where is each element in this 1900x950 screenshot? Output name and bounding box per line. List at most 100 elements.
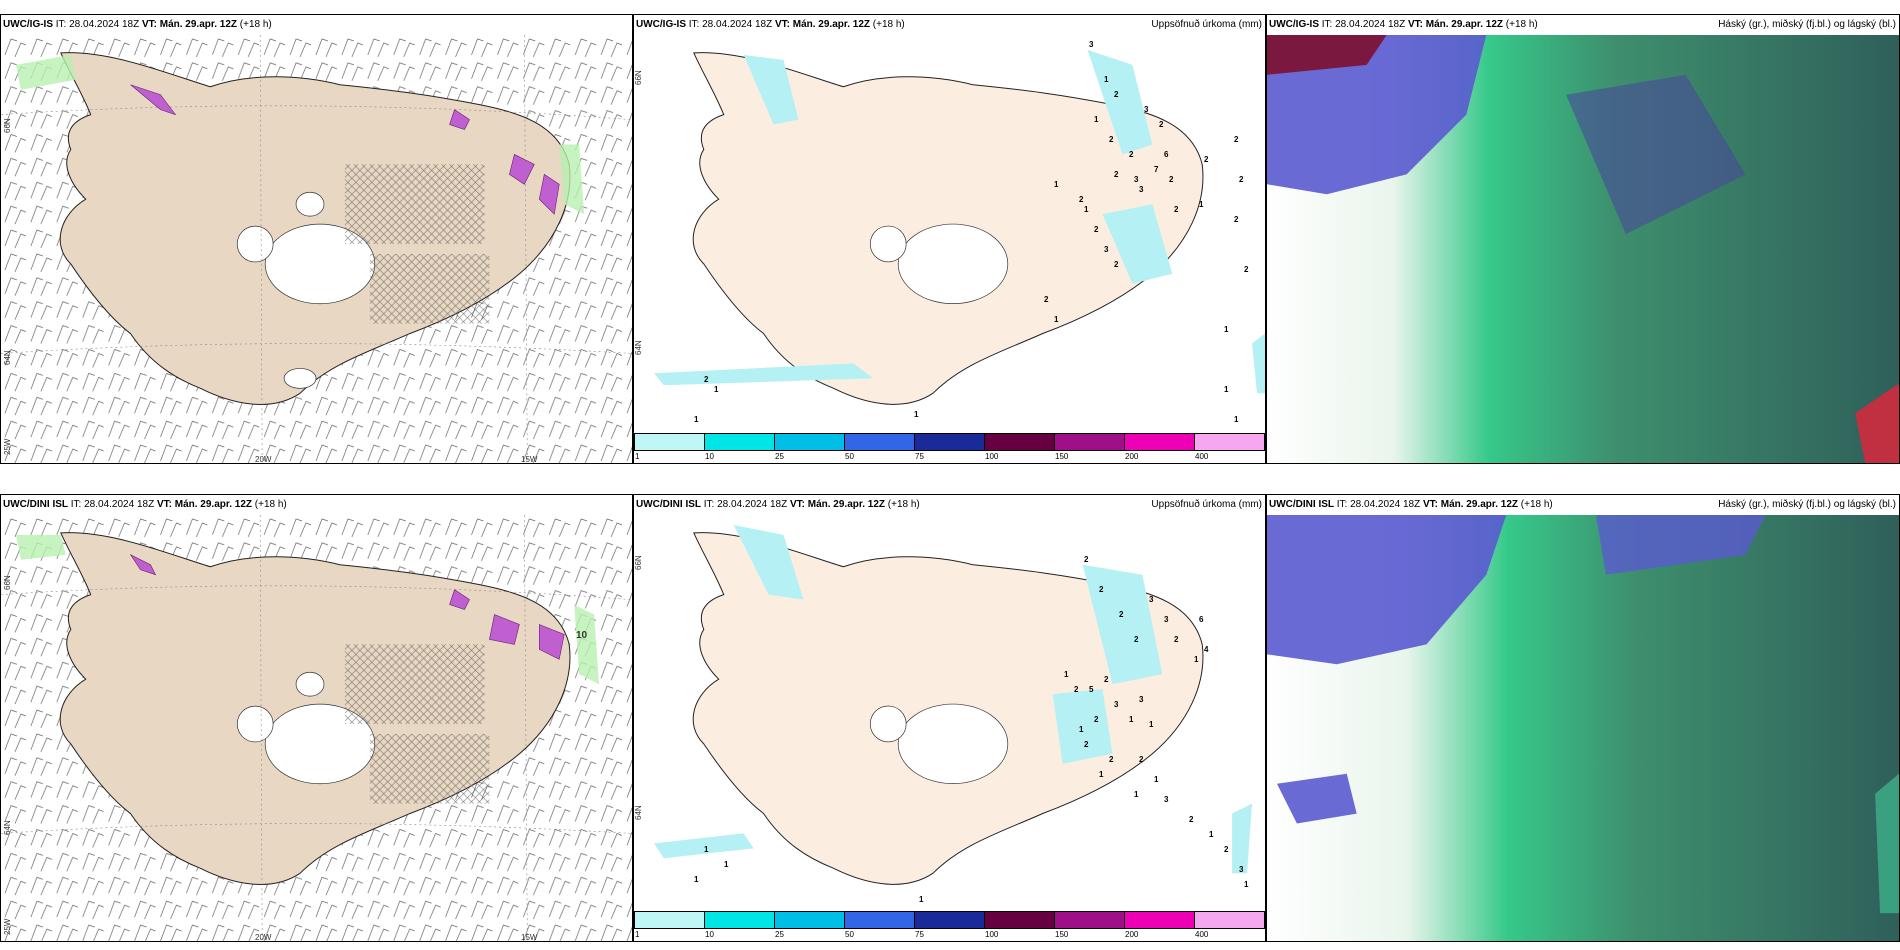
precip-value-label: 6	[1164, 150, 1169, 159]
panel-header: UWC/DINI ISL IT: 28.04.2024 18Z VT: Mán.…	[1269, 499, 1553, 510]
lon-label-15w: 15W	[521, 455, 538, 464]
wind-map	[1, 35, 632, 463]
colorbar-cell	[1125, 912, 1195, 928]
precip-value-label: 2	[1119, 610, 1124, 619]
panel-title: Háský (gr.), miðský (fj.bl.) og lágský (…	[1718, 499, 1896, 510]
precip-value-label: 2	[1134, 635, 1139, 644]
gust-label: 10	[576, 630, 588, 641]
wind-map-svg	[1, 515, 632, 941]
precip-value-label: 3	[1104, 245, 1109, 254]
precip-value-label: 7	[1154, 165, 1159, 174]
precip-value-label: 1	[1149, 720, 1154, 729]
precip-value-label: 1	[1224, 385, 1229, 394]
precip-map-svg	[653, 524, 1253, 885]
precip-value-label: 3	[1164, 615, 1169, 624]
precip-value-label: 1	[1234, 415, 1239, 424]
colorbar-label: 150	[1055, 930, 1069, 939]
precip-value-label: 1	[1224, 325, 1229, 334]
cloud-map	[1267, 35, 1899, 463]
precip-value-label: 2	[1224, 845, 1229, 854]
precip-value-label: 1	[1194, 655, 1199, 664]
lat-label-64: 64N	[634, 340, 643, 355]
lat-label-64: 64N	[3, 350, 12, 365]
precip-value-label: 2	[1114, 260, 1119, 269]
precip-value-label: 1	[1134, 790, 1139, 799]
colorbar-label: 100	[985, 452, 999, 461]
lat-label-64: 64N	[634, 805, 643, 820]
colorbar-cell	[1195, 434, 1264, 450]
precip-value-label: 3	[1239, 865, 1244, 874]
precip-value-label: 2	[1129, 150, 1134, 159]
lon-label-25w: 25W	[3, 918, 12, 935]
precip-value-label: 1	[1054, 180, 1059, 189]
precip-value-label: 5	[1089, 685, 1094, 694]
wind-panel-top: UWC/IG-IS IT: 28.04.2024 18Z VT: Mán. 29…	[0, 14, 633, 464]
precip-value-label: 2	[1239, 175, 1244, 184]
precip-value-label: 1	[1104, 75, 1109, 84]
lat-label-64: 64N	[3, 820, 12, 835]
precip-value-label: 6	[1199, 615, 1204, 624]
colorbar-cell	[985, 434, 1055, 450]
colorbar-cell	[635, 912, 705, 928]
colorbar-label: 75	[915, 930, 924, 939]
precip-value-label: 1	[1209, 830, 1214, 839]
colorbar-cell	[985, 912, 1055, 928]
colorbar-cell	[775, 912, 845, 928]
colorbar-cell	[635, 434, 705, 450]
precip-value-label: 3	[1114, 700, 1119, 709]
precip-value-label: 2	[1204, 155, 1209, 164]
colorbar-labels: 1 10 25 50 75 100 150 200 400	[634, 930, 1265, 940]
precip-value-label: 1	[1064, 670, 1069, 679]
colorbar-cell	[845, 434, 915, 450]
precip-value-label: 2	[704, 375, 709, 384]
panel-title: Háský (gr.), miðský (fj.bl.) og lágský (…	[1718, 19, 1896, 30]
precip-value-label: 3	[1089, 40, 1094, 49]
precip-value-label: 2	[1169, 175, 1174, 184]
colorbar-label: 200	[1125, 452, 1139, 461]
panel-header: UWC/IG-IS IT: 28.04.2024 18Z VT: Mán. 29…	[1269, 19, 1538, 30]
colorbar-cell	[1055, 912, 1125, 928]
precip-value-label: 2	[1244, 265, 1249, 274]
precip-value-label: 2	[1044, 295, 1049, 304]
precip-value-label: 3	[1164, 795, 1169, 804]
precip-value-label: 1	[1054, 315, 1059, 324]
precip-value-label: 3	[1144, 105, 1149, 114]
lon-label-25w: 25W	[3, 438, 12, 455]
precip-value-label: 1	[919, 895, 924, 904]
panel-header: UWC/IG-IS IT: 28.04.2024 18Z VT: Mán. 29…	[636, 19, 905, 30]
precip-value-label: 2	[1109, 755, 1114, 764]
colorbar: 1 10 25 50 75 100 150 200 400	[634, 911, 1265, 941]
colorbar-cell	[775, 434, 845, 450]
precip-value-label: 2	[1079, 195, 1084, 204]
lat-label-66: 66N	[634, 70, 643, 85]
lon-label-20w: 20W	[255, 455, 272, 464]
colorbar-cell	[915, 912, 985, 928]
precip-value-label: 1	[1244, 880, 1249, 889]
precip-value-label: 2	[1114, 170, 1119, 179]
precip-value-label: 1	[694, 415, 699, 424]
precip-map-svg	[653, 49, 1265, 405]
colorbar-label: 1	[635, 452, 640, 461]
colorbar-label: 25	[775, 930, 784, 939]
colorbar-label: 150	[1055, 452, 1069, 461]
colorbar-label: 25	[775, 452, 784, 461]
colorbar-label: 75	[915, 452, 924, 461]
wind-map	[1, 515, 632, 941]
precip-value-label: 2	[1139, 755, 1144, 764]
colorbar-cell	[705, 434, 775, 450]
colorbar-cell	[845, 912, 915, 928]
precip-panel-bottom: UWC/DINI ISL IT: 28.04.2024 18Z VT: Mán.…	[633, 494, 1266, 942]
colorbar-cell	[1055, 434, 1125, 450]
precip-value-label: 1	[724, 860, 729, 869]
precip-value-label: 3	[1149, 595, 1154, 604]
precip-value-label: 2	[1174, 205, 1179, 214]
colorbar-label: 10	[705, 452, 714, 461]
colorbar-cell	[705, 912, 775, 928]
colorbar-label: 400	[1195, 930, 1209, 939]
colorbar-cell	[1125, 434, 1195, 450]
precip-value-label: 4	[1204, 645, 1209, 654]
precip-value-label: 2	[1174, 635, 1179, 644]
cloud-map-svg	[1267, 515, 1899, 941]
panel-header: UWC/DINI ISL IT: 28.04.2024 18Z VT: Mán.…	[3, 499, 287, 510]
precip-value-label: 1	[1129, 715, 1134, 724]
